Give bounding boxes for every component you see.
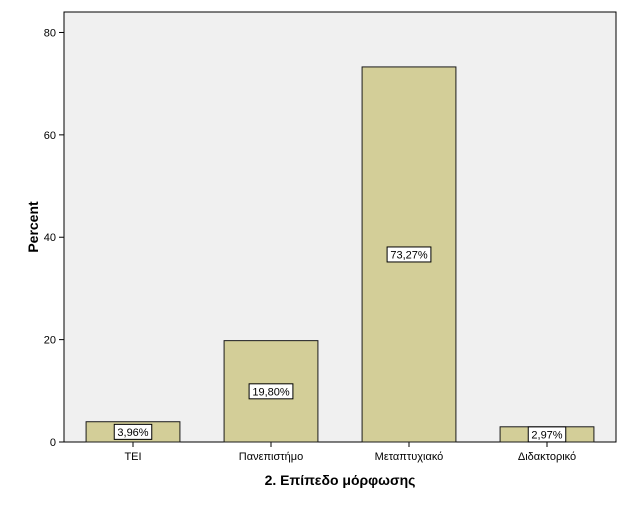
x-tick-label: ΤΕΙ	[124, 451, 141, 463]
data-label-box	[113, 423, 153, 440]
y-tick-label: 40	[44, 232, 56, 244]
data-label-box	[386, 246, 432, 263]
x-tick-label: Μεταπτυχιακό	[375, 451, 444, 463]
data-label-box	[248, 383, 294, 400]
data-label: 2,97%	[531, 429, 562, 441]
x-axis-title: 2. Επίπεδο μόρφωσης	[265, 472, 416, 488]
y-tick-label: 0	[50, 437, 56, 449]
data-labels: 3,96% 19,80% 73,27% 2,97%	[113, 246, 567, 443]
y-axis-title: Percent	[25, 201, 41, 253]
y-axis: 0 20 40 60 80	[44, 27, 64, 449]
y-tick-label: 20	[44, 335, 56, 347]
y-tick-label: 80	[44, 27, 56, 39]
x-tick-label: Πανεπιστήμο	[239, 451, 303, 463]
data-label: 19,80%	[252, 386, 290, 398]
y-tick-label: 60	[44, 130, 56, 142]
data-label: 73,27%	[390, 249, 428, 261]
x-tick-label: Διδακτορικό	[518, 451, 576, 463]
plot-area	[63, 11, 617, 443]
data-label-box	[527, 426, 567, 443]
data-label: 3,96%	[117, 427, 148, 439]
x-axis: ΤΕΙ Πανεπιστήμο Μεταπτυχιακό Διδακτορικό	[124, 442, 576, 463]
